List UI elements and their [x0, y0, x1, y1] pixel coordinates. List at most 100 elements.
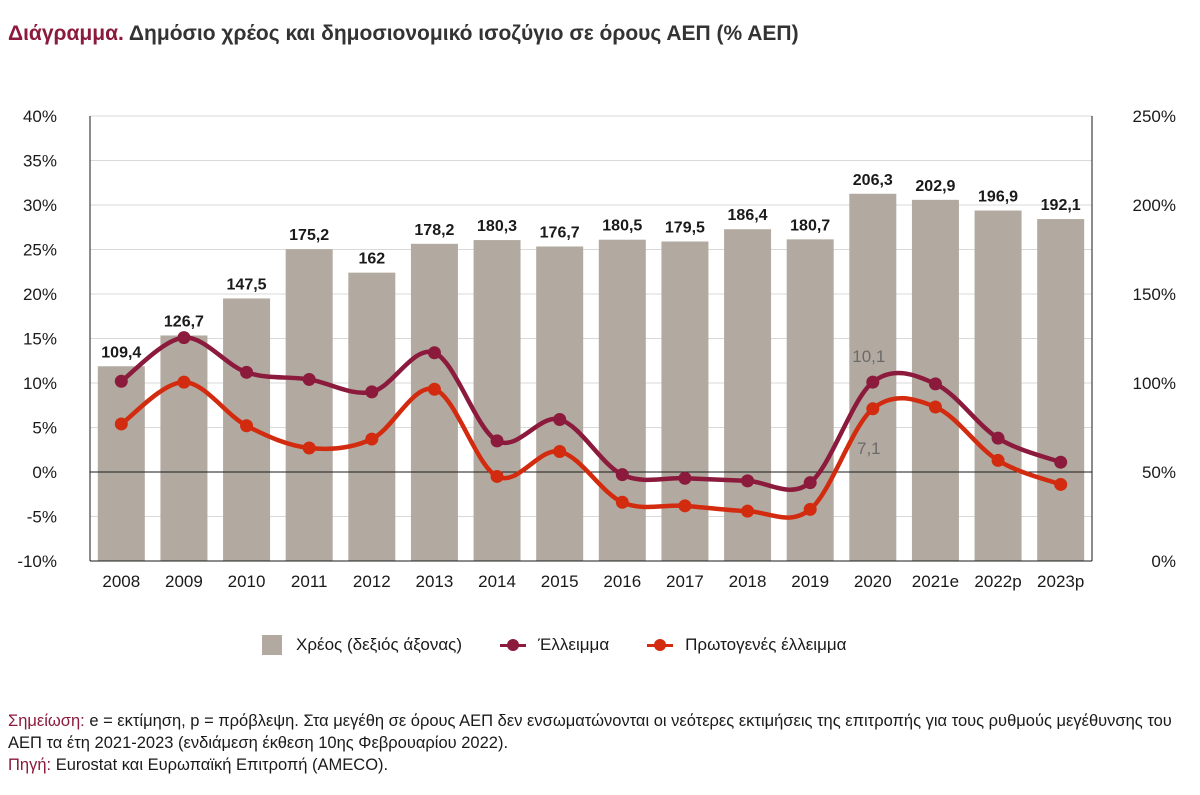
- primary-deficit-point: [427, 382, 441, 396]
- x-tick-label: 2023p: [1037, 572, 1084, 591]
- left-tick-label: 20%: [23, 285, 57, 304]
- debt-data-label: 180,7: [790, 217, 830, 234]
- legend-item-deficit: Έλλειμμα: [500, 635, 609, 655]
- primary-deficit-point: [240, 419, 254, 433]
- x-tick-label: 2010: [228, 572, 266, 591]
- debt-data-label: 196,9: [978, 189, 1018, 206]
- chart-area: 109,4 126,7 147,5 175,2 162 178,2 180,3 176,7 18…: [17, 107, 1176, 591]
- chart-title-lead: Διάγραμμα.: [8, 22, 124, 45]
- footnotes: Σημείωση: e = εκτίμηση, p = πρόβλεψη. Στ…: [8, 710, 1193, 776]
- deficit-point: [991, 431, 1005, 445]
- deficit-point: [866, 375, 880, 389]
- left-tick-label: -10%: [17, 552, 57, 571]
- series-lines: [119, 335, 1063, 520]
- x-tick-label: 2008: [102, 572, 140, 591]
- debt-bar: [1037, 219, 1085, 561]
- left-tick-label: 15%: [23, 330, 57, 349]
- debt-data-label: 162: [358, 251, 385, 268]
- primary-deficit-point: [553, 445, 567, 459]
- deficit-point: [1054, 455, 1068, 469]
- legend-label-debt: Χρέος (δεξιός άξονας): [296, 635, 463, 654]
- x-tick-label: 2017: [666, 572, 704, 591]
- primary-deficit-point: [678, 499, 692, 513]
- deficit-point: [302, 372, 316, 386]
- debt-data-label: 147,5: [227, 276, 267, 293]
- debt-bar: [348, 272, 396, 561]
- debt-data-label: 186,4: [728, 207, 768, 224]
- right-tick-label: 50%: [1142, 463, 1176, 482]
- right-tick-label: 150%: [1133, 285, 1176, 304]
- primary-deficit-point: [803, 502, 817, 516]
- debt-data-label: 109,4: [101, 344, 141, 361]
- legend: Χρέος (δεξιός άξονας) Έλλειμμα Πρωτογενέ…: [262, 632, 885, 658]
- primary-deficit-point: [365, 432, 379, 446]
- legend-item-debt: Χρέος (δεξιός άξονας): [262, 635, 462, 655]
- debt-bar: [285, 249, 333, 562]
- debt-data-label: 175,2: [289, 227, 329, 244]
- legend-label-deficit: Έλλειμμα: [538, 635, 610, 654]
- debt-data-label: 192,1: [1041, 197, 1081, 214]
- primary-deficit-point: [114, 417, 128, 431]
- data-labels: 109,4 126,7 147,5 175,2 162 178,2 180,3 176,7 18…: [101, 172, 1081, 458]
- debt-data-label: 180,3: [477, 218, 517, 235]
- primary-deficit-line: [119, 379, 1063, 520]
- deficit-point: [114, 374, 128, 388]
- primary-deficit-point: [991, 453, 1005, 467]
- debt-data-label: 206,3: [853, 172, 893, 189]
- note-paragraph: Σημείωση: e = εκτίμηση, p = πρόβλεψη. Στ…: [8, 710, 1193, 754]
- debt-bar: [661, 241, 709, 562]
- note-text: e = εκτίμηση, p = πρόβλεψη. Στα μεγέθη σ…: [8, 712, 1172, 752]
- deficit-point: [365, 385, 379, 399]
- deficit-point: [177, 331, 191, 345]
- deficit-line: [119, 335, 1063, 492]
- legend-label-primary: Πρωτογενές έλλειμμα: [685, 635, 847, 654]
- debt-data-label: 126,7: [164, 313, 204, 330]
- deficit-point: [615, 468, 629, 482]
- series-points: [114, 331, 1068, 518]
- deficit-point: [678, 471, 692, 485]
- deficit-point: [427, 346, 441, 360]
- debt-data-label: 176,7: [540, 224, 580, 241]
- legend-marker-deficit: [500, 638, 527, 651]
- debt-bar: [536, 246, 584, 561]
- source-text: Eurostat και Ευρωπαϊκή Επιτροπή (AMECO).: [55, 756, 389, 774]
- x-tick-label: 2013: [416, 572, 454, 591]
- axes: 40% 35% 30% 25% 20% 15% 10% 5% 0% -5% -10% 250% 200%…: [17, 107, 1176, 591]
- debt-bar: [974, 210, 1022, 561]
- deficit-point: [928, 377, 942, 391]
- deficit-point: [490, 434, 504, 448]
- debt-bar: [97, 366, 145, 561]
- right-tick-label: 0%: [1151, 552, 1176, 571]
- left-tick-label: 25%: [23, 241, 57, 260]
- x-tick-label: 2011: [291, 572, 328, 591]
- debt-data-label: 178,2: [414, 222, 454, 239]
- left-tick-label: 35%: [23, 152, 57, 171]
- deficit-point: [553, 412, 567, 426]
- x-tick-label: 2020: [854, 572, 892, 591]
- left-tick-label: 30%: [23, 196, 57, 215]
- chart-title-text: Δημόσιο χρέος και δημοσιονομικό ισοζύγιο…: [128, 22, 799, 45]
- legend-marker-primary: [647, 638, 674, 651]
- debt-bar: [598, 239, 646, 561]
- x-tick-label: 2021e: [912, 572, 959, 591]
- primary-deficit-point: [866, 402, 880, 416]
- x-tick-label: 2015: [541, 572, 579, 591]
- left-tick-label: 40%: [23, 107, 57, 126]
- annotation-deficit-2020: 10,1: [852, 347, 885, 366]
- left-tick-label: 10%: [23, 374, 57, 393]
- primary-deficit-point: [928, 400, 942, 414]
- primary-deficit-point: [615, 495, 629, 509]
- legend-item-primary: Πρωτογενές έλλειμμα: [647, 635, 847, 655]
- primary-deficit-point: [741, 504, 755, 518]
- x-tick-label: 2012: [353, 572, 391, 591]
- right-tick-label: 200%: [1133, 196, 1176, 215]
- left-tick-label: 0%: [32, 463, 57, 482]
- left-tick-label: 5%: [32, 419, 57, 438]
- left-tick-label: -5%: [27, 508, 57, 527]
- chart-title: Διάγραμμα. Δημόσιο χρέος και δημοσιονομι…: [8, 22, 799, 46]
- deficit-point: [741, 474, 755, 488]
- source-label: Πηγή:: [8, 756, 52, 774]
- debt-data-label: 202,9: [915, 178, 955, 195]
- annotation-primary-2020: 7,1: [857, 439, 881, 458]
- deficit-point: [803, 476, 817, 490]
